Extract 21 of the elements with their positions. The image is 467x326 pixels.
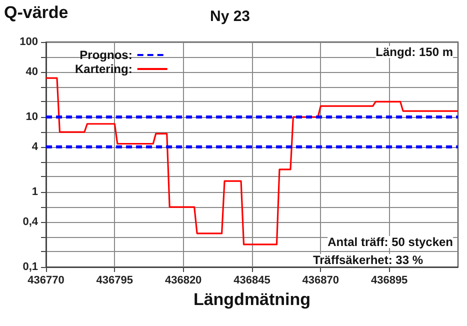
y-tick-label: 0,1 (22, 261, 38, 273)
legend-label: Prognos: (80, 48, 132, 62)
annotation: Antal träff: 50 stycken (328, 235, 453, 249)
y-tick-label: 1 (32, 186, 38, 198)
annotation: Längd: 150 m (376, 45, 454, 59)
y-tick-label: 100 (20, 36, 38, 48)
x-tick-label: 436895 (370, 274, 408, 286)
y-tick-label: 0,4 (22, 216, 39, 228)
y-tick-label: 4 (32, 140, 39, 153)
annotation: Träffsäkerhet: 33 % (312, 253, 424, 267)
x-tick-label: 436770 (28, 274, 64, 286)
x-tick-label: 436820 (164, 274, 202, 286)
x-tick-label: 436870 (302, 274, 340, 286)
x-tick-label: 436845 (234, 274, 270, 286)
x-axis-title: Längdmätning (193, 290, 311, 309)
y-tick-label: 40 (26, 66, 38, 78)
legend-label: Kartering: (74, 62, 132, 76)
y-axis-title: Q-värde (4, 3, 68, 22)
y-tick-label: 10 (26, 111, 38, 123)
x-tick-label: 436795 (96, 274, 134, 286)
chart-title: Ny 23 (210, 8, 250, 25)
